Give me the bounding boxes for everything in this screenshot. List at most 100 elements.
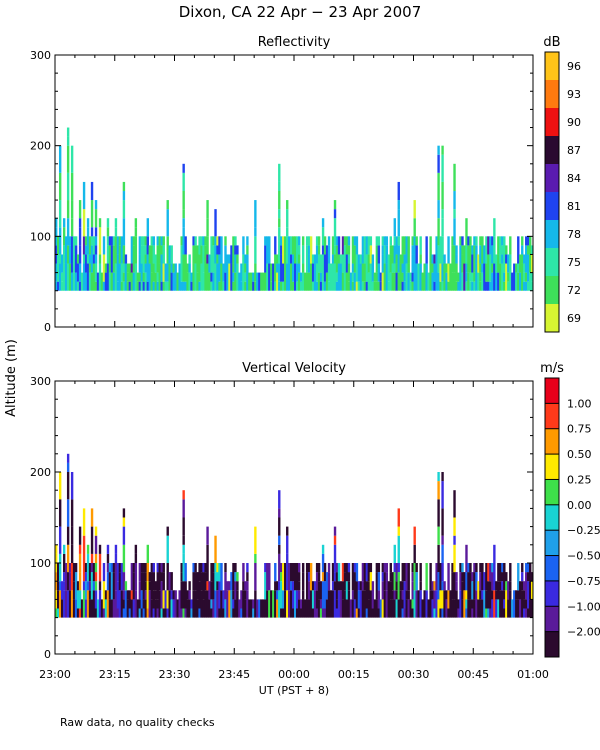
data-cell [357, 254, 361, 264]
data-cell [521, 254, 524, 264]
data-cell [521, 563, 524, 573]
data-cell [397, 572, 400, 600]
data-cell [475, 236, 478, 246]
colorbar-label: 0.00 [567, 499, 592, 512]
data-cell [531, 254, 534, 273]
data-cell [94, 245, 98, 255]
data-cell [94, 281, 98, 291]
data-cell [319, 608, 323, 618]
data-cell [94, 535, 98, 554]
data-cell [409, 608, 412, 618]
data-cell [363, 281, 367, 291]
data-cell [509, 254, 512, 264]
data-cell [347, 563, 351, 573]
data-cell [202, 245, 205, 273]
data-cell [234, 254, 237, 273]
data-cell [278, 535, 281, 545]
data-cell [166, 209, 169, 237]
data-cell [523, 590, 526, 600]
data-cell [465, 218, 468, 246]
data-cell [180, 236, 183, 246]
data-cell [377, 236, 381, 246]
data-cell [501, 590, 504, 618]
data-cell [244, 590, 247, 600]
data-cell [453, 218, 456, 246]
data-cell [321, 227, 325, 246]
data-cell [335, 236, 339, 246]
data-cell [70, 526, 74, 545]
data-cell [136, 599, 140, 609]
data-cell [467, 599, 470, 618]
data-cell [144, 272, 148, 291]
data-cell [58, 472, 62, 500]
data-cell [214, 590, 217, 618]
data-cell [339, 254, 343, 264]
data-cell [62, 254, 66, 264]
data-cell [122, 544, 126, 573]
data-cell [96, 599, 100, 618]
data-cell [190, 272, 193, 282]
data-cell [278, 181, 281, 191]
data-cell [451, 272, 454, 291]
data-cell [76, 254, 80, 264]
data-cell [182, 581, 185, 609]
data-cell [377, 263, 381, 282]
data-cell [92, 581, 96, 591]
data-cell [66, 453, 70, 463]
data-cell [136, 608, 140, 618]
data-cell [479, 272, 482, 282]
data-cell [110, 245, 114, 273]
data-cell [196, 599, 199, 618]
data-cell [407, 590, 410, 600]
data-cell [138, 254, 142, 273]
data-cell [425, 563, 428, 591]
data-cell [517, 272, 520, 291]
data-cell [264, 599, 267, 618]
data-cell [114, 590, 118, 618]
data-cell [184, 608, 187, 618]
data-cell [337, 236, 341, 255]
x-tick-label: 23:15 [99, 668, 131, 681]
data-cell [451, 572, 454, 600]
data-cell [297, 272, 301, 291]
data-cell [152, 281, 155, 291]
data-cell [188, 263, 191, 273]
data-cell [76, 281, 80, 291]
data-cell [369, 572, 373, 591]
data-cell [435, 590, 438, 618]
data-cell [86, 218, 90, 228]
data-cell [381, 236, 385, 246]
data-cell [361, 563, 365, 582]
data-cell [393, 236, 396, 246]
data-cell [182, 544, 185, 554]
data-cell [108, 236, 112, 246]
data-cell [264, 272, 267, 291]
data-cell [220, 590, 223, 618]
data-cell [511, 272, 514, 291]
data-cell [433, 254, 436, 264]
data-cell [144, 263, 148, 273]
data-cell [146, 563, 150, 582]
data-cell [84, 236, 88, 246]
data-cell [443, 590, 446, 618]
data-cell [202, 599, 205, 618]
data-cell [333, 590, 337, 618]
data-cell [327, 236, 331, 246]
data-cell [84, 563, 88, 573]
data-cell [210, 581, 213, 600]
data-cell [200, 572, 203, 591]
data-cell [397, 526, 400, 536]
data-cell [282, 590, 285, 609]
data-cell [94, 526, 98, 536]
data-cell [345, 236, 349, 255]
data-cell [66, 218, 70, 246]
data-cell [499, 236, 502, 255]
data-cell [130, 563, 134, 591]
data-cell [299, 281, 303, 291]
data-cell [290, 581, 293, 591]
data-cell [459, 263, 462, 291]
data-cell [154, 272, 157, 291]
data-cell [172, 272, 175, 291]
data-cell [220, 563, 223, 591]
